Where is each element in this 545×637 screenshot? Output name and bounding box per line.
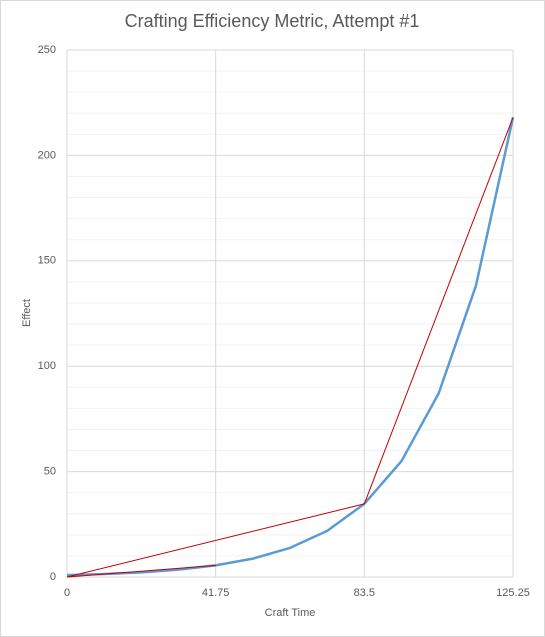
data-line [66,117,514,578]
x-tick-label: 0 [64,587,70,599]
y-tick-label: 150 [38,255,56,267]
x-tick-label: 83.5 [354,587,375,599]
x-tick-label: 41.75 [202,587,230,599]
y-tick-label: 250 [38,44,56,56]
y-tick-label: 0 [50,571,56,583]
chart-title: Crafting Efficiency Metric, Attempt #1 [125,11,420,31]
y-tick-label: 50 [44,466,56,478]
x-tick-label: 125.25 [496,587,530,599]
y-axis-label: Effect [21,299,33,327]
data-line [66,564,216,578]
y-tick-label: 100 [38,360,56,372]
data-line [66,117,515,577]
x-axis-label: Craft Time [265,607,316,619]
y-tick-label: 200 [38,149,56,161]
